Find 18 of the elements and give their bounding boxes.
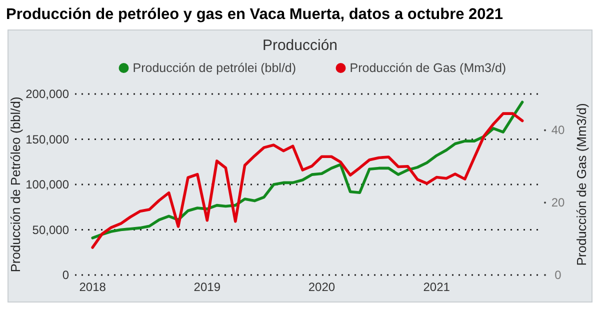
y-tick-label: 100,000 <box>26 178 70 192</box>
y-tick-label: 200,000 <box>26 87 70 101</box>
y2-tick-label: 40 <box>551 123 565 138</box>
chart-subtitle: Producción <box>262 37 338 54</box>
y-axis-title: Producción de Petróleo (bbl/d) <box>8 96 23 272</box>
x-tick-label: 2018 <box>79 280 106 294</box>
y-tick-label: 0 <box>62 268 70 282</box>
y2-tick-label: 20 <box>551 196 565 210</box>
legend-label: Producción de petrólei (bbl/d) <box>132 61 296 75</box>
x-tick-label: 2020 <box>308 280 336 294</box>
legend-label: Producción de Gas (Mm3/d) <box>350 61 506 75</box>
x-tick-label: 2019 <box>194 280 221 294</box>
y-tick-label: 50,000 <box>32 222 70 237</box>
y2-tick-label: 0 <box>554 268 562 282</box>
y2-axis-title: Producción de Gas (Mm3/d) <box>574 103 589 266</box>
y-tick-label: 150,000 <box>26 132 70 146</box>
x-tick-label: 2021 <box>423 280 450 294</box>
chart-title: Producción de petróleo y gas en Vaca Muerta, datos a octubre 2021 <box>6 6 504 23</box>
